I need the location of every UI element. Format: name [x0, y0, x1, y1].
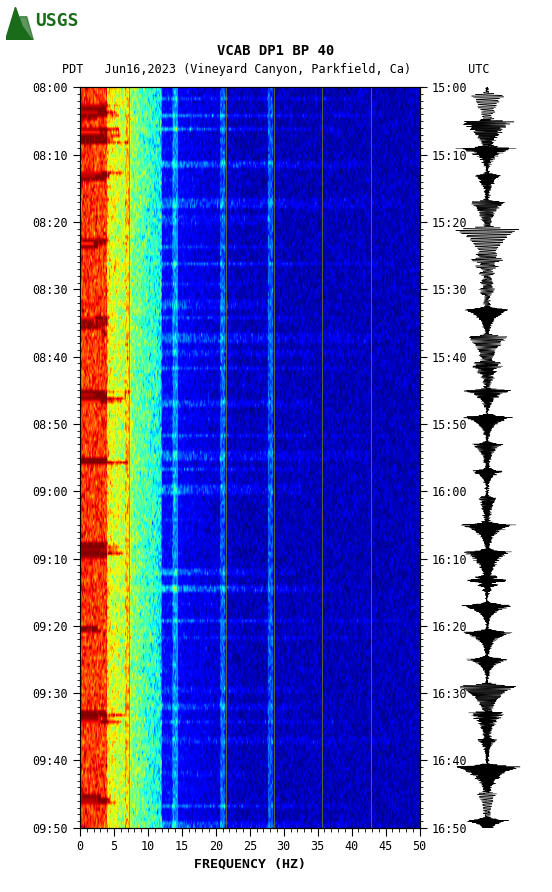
- Polygon shape: [12, 17, 33, 40]
- Text: VCAB DP1 BP 40: VCAB DP1 BP 40: [217, 44, 335, 58]
- Text: USGS: USGS: [35, 12, 79, 30]
- Polygon shape: [6, 7, 32, 40]
- X-axis label: FREQUENCY (HZ): FREQUENCY (HZ): [194, 857, 306, 871]
- Text: PDT   Jun16,2023 (Vineyard Canyon, Parkfield, Ca)        UTC: PDT Jun16,2023 (Vineyard Canyon, Parkfie…: [62, 62, 490, 76]
